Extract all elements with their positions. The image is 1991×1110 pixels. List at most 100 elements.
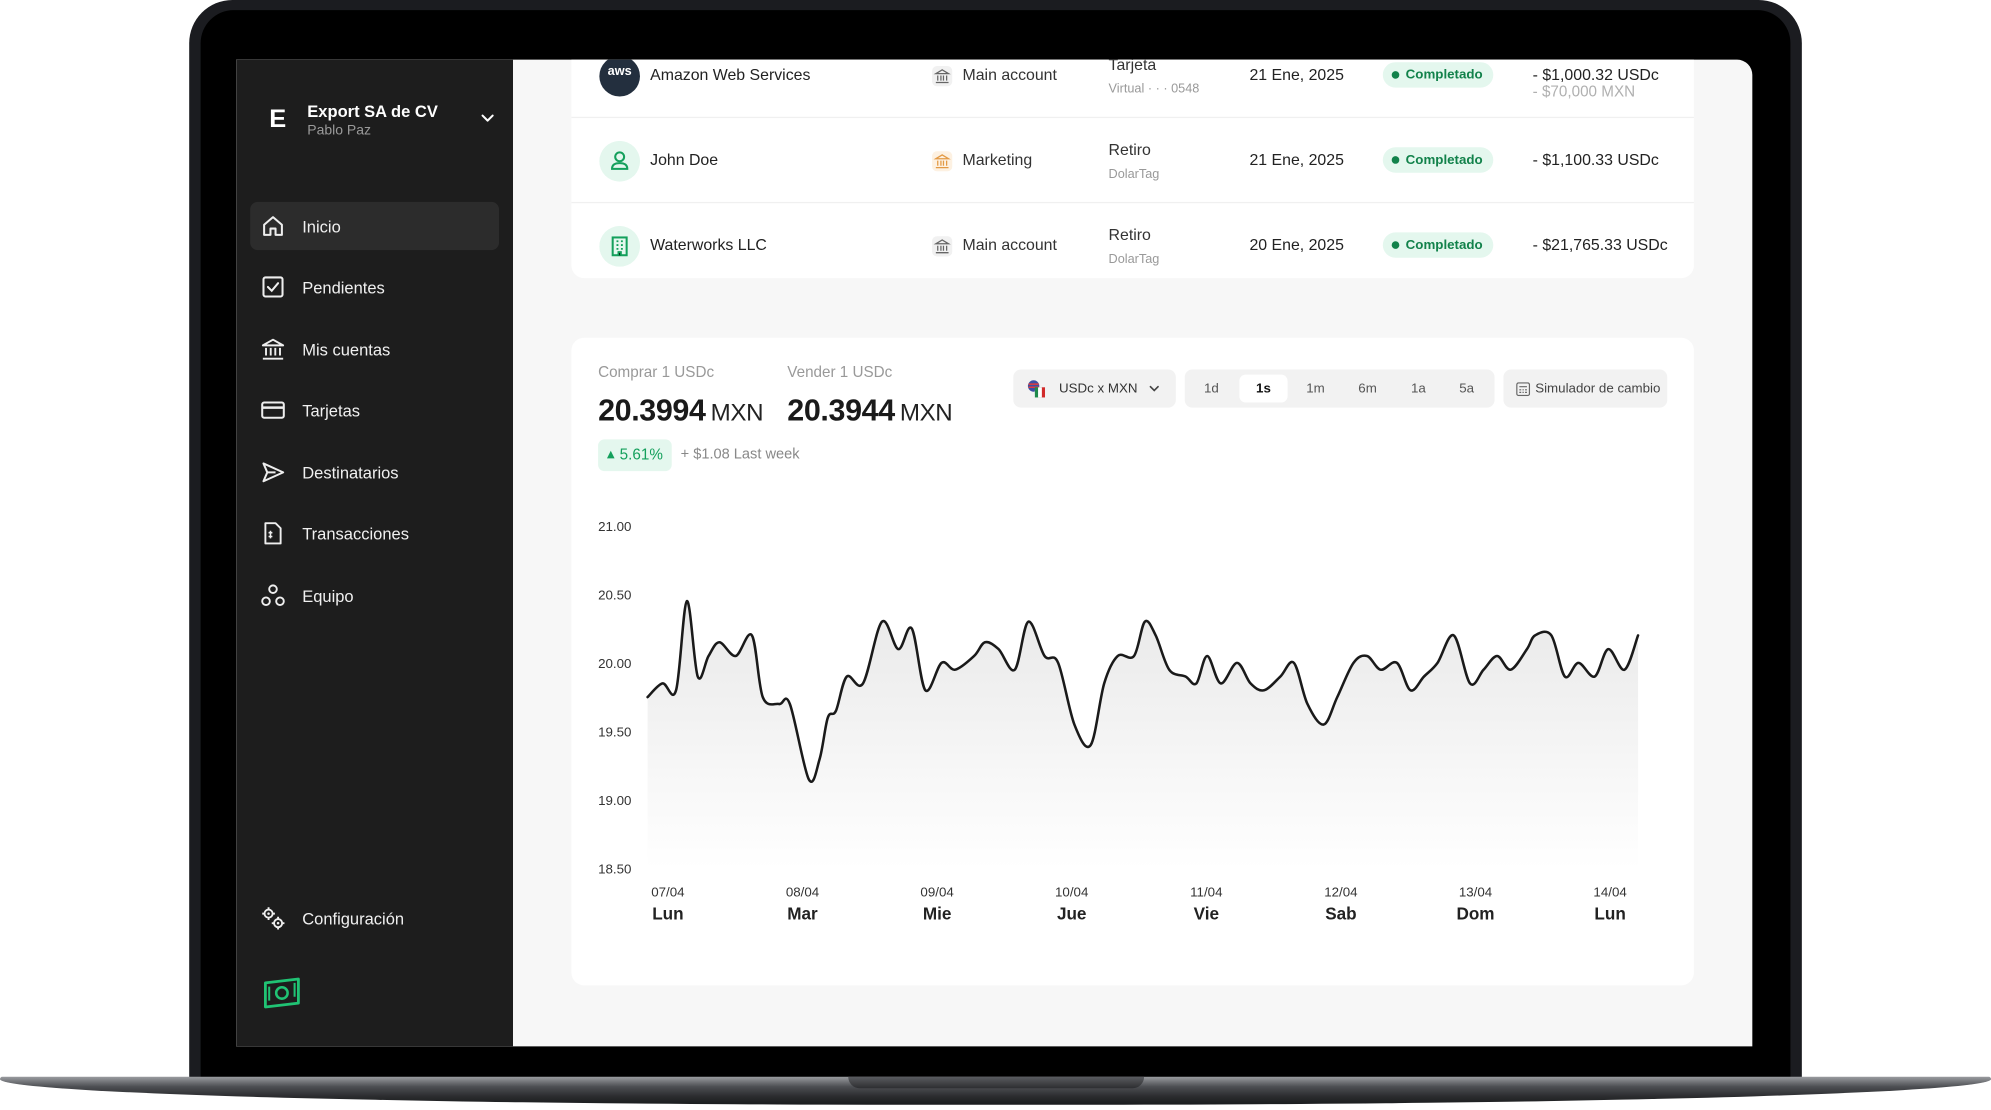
- chevron-down-icon: [1149, 385, 1159, 392]
- transaction-type: Retiro: [1108, 226, 1151, 244]
- y-tick-label: 20.00: [598, 656, 631, 671]
- sidebar-item-label: Destinatarios: [302, 463, 399, 483]
- sidebar-item-inicio[interactable]: Inicio: [250, 201, 500, 251]
- change-percent-badge: 5.61%: [598, 439, 672, 472]
- transaction-date: 21 Ene, 2025: [1249, 66, 1344, 84]
- x-tick-date-label: 12/04: [1324, 884, 1358, 899]
- status-badge: Completado: [1382, 62, 1493, 88]
- account-name: Main account: [962, 66, 1057, 84]
- x-tick-day-label: Lun: [1594, 903, 1625, 923]
- x-tick-day-label: Jue: [1057, 903, 1087, 923]
- x-tick-date-label: 11/04: [1190, 884, 1223, 899]
- x-tick-day-label: Vie: [1194, 903, 1219, 923]
- table-row[interactable]: aws Amazon Web Services Main account Tar…: [571, 59, 1694, 119]
- building-icon: [599, 226, 640, 267]
- sidebar-item-tarjetas[interactable]: Tarjetas: [250, 386, 499, 434]
- calculator-icon: [1516, 382, 1531, 397]
- transaction-amount-mxn: - $70,000 MXN: [1532, 82, 1636, 101]
- sidebar-item-mis-cuentas[interactable]: Mis cuentas: [250, 325, 499, 373]
- currency-pair-label: USDc x MXN: [1059, 380, 1138, 397]
- sell-rate-label: Vender 1 USDc: [787, 363, 893, 381]
- sidebar-item-transacciones[interactable]: Transacciones: [250, 509, 499, 557]
- range-button-1a[interactable]: 1a: [1410, 380, 1426, 397]
- currency-unit: MXN: [899, 399, 953, 427]
- sidebar: E Export SA de CV Pablo Paz Inicio Pendi…: [236, 59, 513, 1047]
- transaction-date: 21 Ene, 2025: [1249, 151, 1344, 169]
- org-user-name: Pablo Paz: [307, 123, 371, 139]
- sidebar-item-equipo[interactable]: Equipo: [250, 571, 499, 619]
- sidebar-item-label: Configuración: [302, 909, 405, 929]
- send-icon: [262, 462, 285, 483]
- gears-icon: [262, 907, 285, 930]
- sidebar-item-destinatarios[interactable]: Destinatarios: [250, 448, 499, 496]
- transaction-method: Virtual · · · 0548: [1108, 82, 1200, 97]
- x-tick-date-label: 10/04: [1055, 884, 1089, 899]
- table-row[interactable]: Waterworks LLC Main account Retiro Dolar…: [571, 204, 1694, 288]
- transaction-type: Tarjeta: [1108, 59, 1157, 74]
- sell-rate-value: 20.3944 MXN: [787, 394, 952, 430]
- time-range-selector: 1d 1s 1m 6m 1a 5a: [1184, 369, 1495, 408]
- flags-icon: [1027, 380, 1046, 398]
- recipient-name: Waterworks LLC: [650, 236, 767, 254]
- account-name: Main account: [962, 236, 1057, 254]
- sidebar-item-label: Mis cuentas: [302, 340, 391, 360]
- x-tick-date-label: 14/04: [1593, 884, 1627, 899]
- x-tick-date-label: 13/04: [1459, 884, 1493, 899]
- y-tick-label: 20.50: [598, 587, 631, 602]
- transaction-amount: - $21,765.33 USDc: [1532, 236, 1668, 254]
- table-row[interactable]: John Doe Marketing Retiro DolarTag 21 En…: [571, 119, 1694, 204]
- main-content: aws Amazon Web Services Main account Tar…: [513, 59, 1752, 1047]
- y-tick-label: 21.00: [598, 519, 631, 534]
- range-button-1m[interactable]: 1m: [1306, 380, 1325, 397]
- sidebar-item-label: Tarjetas: [302, 401, 361, 421]
- sidebar-item-label: Inicio: [302, 217, 341, 237]
- sidebar-item-pendientes[interactable]: Pendientes: [250, 263, 499, 311]
- status-badge: Completado: [1382, 147, 1493, 173]
- card-icon: [261, 401, 285, 419]
- transaction-date: 20 Ene, 2025: [1249, 236, 1344, 254]
- weekly-change-text: + $1.08 Last week: [680, 446, 800, 463]
- bank-icon: [261, 338, 285, 360]
- range-button-1d[interactable]: 1d: [1203, 380, 1219, 397]
- x-tick-date-label: 09/04: [920, 884, 954, 899]
- buy-rate-label: Comprar 1 USDc: [598, 363, 715, 381]
- transaction-method: DolarTag: [1108, 252, 1160, 267]
- sidebar-item-label: Pendientes: [302, 278, 385, 298]
- transaction-amount: - $1,100.33 USDc: [1532, 151, 1659, 169]
- x-tick-day-label: Mar: [787, 903, 818, 923]
- currency-unit: MXN: [710, 399, 764, 427]
- range-button-5a[interactable]: 5a: [1459, 380, 1475, 397]
- rate-area-fill: [647, 601, 1639, 869]
- home-icon: [263, 216, 283, 236]
- exchange-rate-card: Comprar 1 USDc Vender 1 USDc 20.3994 MXN …: [571, 337, 1694, 986]
- status-badge: Completado: [1382, 232, 1493, 258]
- chevron-down-icon: [481, 114, 494, 122]
- sell-rate-number: 20.3944: [787, 393, 895, 428]
- org-initial: E: [269, 105, 287, 134]
- x-tick-day-label: Dom: [1456, 903, 1494, 923]
- range-button-1s[interactable]: 1s: [1239, 374, 1288, 403]
- receipt-icon: [264, 522, 282, 545]
- app-screen: E Export SA de CV Pablo Paz Inicio Pendi…: [236, 59, 1753, 1047]
- y-tick-label: 19.00: [598, 793, 631, 808]
- brand-logo-icon: [263, 977, 300, 1009]
- x-tick-day-label: Mie: [923, 903, 952, 923]
- exchange-simulator-button[interactable]: Simulador de cambio: [1503, 369, 1668, 408]
- transaction-type: Retiro: [1108, 140, 1151, 159]
- range-button-6m[interactable]: 6m: [1358, 380, 1377, 397]
- sidebar-item-configuracion[interactable]: Configuración: [250, 894, 499, 942]
- aws-logo-icon: aws: [599, 59, 640, 97]
- currency-pair-select[interactable]: USDc x MXN: [1013, 369, 1176, 408]
- org-name: Export SA de CV: [307, 101, 438, 121]
- org-switcher[interactable]: E Export SA de CV Pablo Paz: [264, 98, 505, 149]
- sidebar-item-label: Equipo: [302, 586, 354, 606]
- x-tick-day-label: Lun: [652, 903, 683, 923]
- account-name: Marketing: [962, 151, 1033, 169]
- bank-icon: [932, 151, 953, 172]
- recipient-name: John Doe: [650, 151, 719, 169]
- buy-rate-value: 20.3994 MXN: [598, 394, 763, 430]
- x-tick-day-label: Sab: [1325, 903, 1356, 923]
- simulator-label: Simulador de cambio: [1535, 380, 1661, 397]
- x-tick-date-label: 07/04: [651, 884, 685, 899]
- bank-icon: [932, 236, 953, 257]
